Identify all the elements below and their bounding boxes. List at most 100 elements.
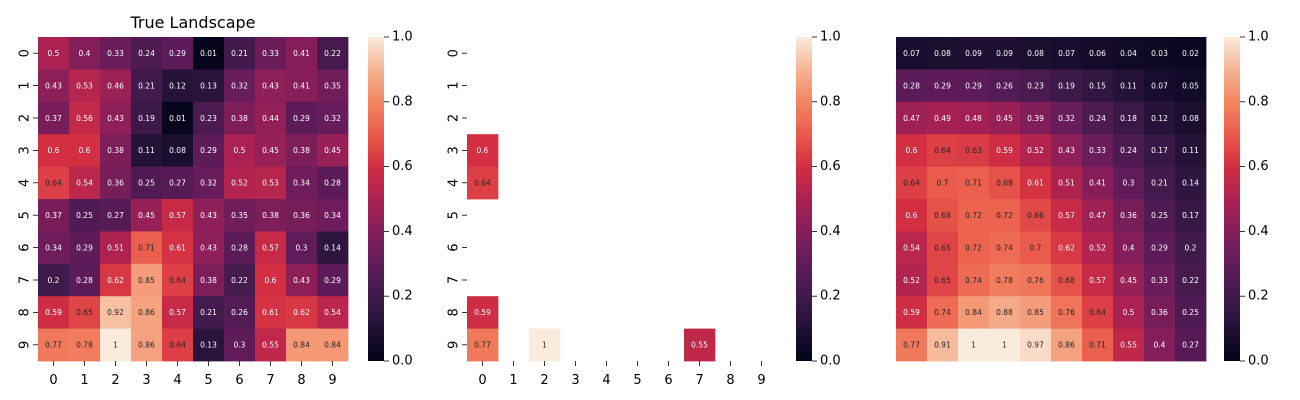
cell-value-label: 0.68	[996, 179, 1013, 188]
cell-value-label: 0.88	[996, 308, 1013, 317]
heatmap-cell	[989, 263, 1021, 297]
cell-value-label: 0.28	[903, 81, 920, 90]
cell-value-label: 0.13	[200, 81, 217, 90]
heatmap-cell	[1113, 296, 1145, 329]
x-tick-label: 5	[204, 373, 212, 388]
cell-value-label: 0.54	[76, 179, 93, 188]
heatmap-cell	[1175, 231, 1207, 265]
cell-value-label: 0.7	[937, 179, 949, 188]
heatmap-cell	[1020, 134, 1052, 167]
cell-value-label: 0.29	[76, 243, 93, 252]
heatmap-cell	[224, 134, 256, 167]
x-tick-label: 4	[602, 373, 610, 388]
heatmap-cell	[958, 296, 990, 329]
heatmap-cell	[529, 328, 561, 362]
heatmap-cell	[896, 263, 928, 297]
cell-value-label: 0.7	[1030, 243, 1042, 252]
heatmap-cell	[317, 296, 349, 329]
x-tick-label: 4	[173, 373, 181, 388]
colorbar-tick-label: 0.6	[1248, 159, 1269, 174]
cell-value-label: 0.68	[1058, 276, 1075, 285]
heatmap-cell	[255, 166, 287, 200]
heatmap-cell	[927, 296, 959, 329]
cell-value-label: 0.68	[934, 211, 951, 220]
heatmap-cell	[224, 101, 256, 135]
cell-value-label: 0.28	[76, 276, 93, 285]
heatmap-cell	[1051, 263, 1083, 297]
heatmap-cell	[286, 37, 318, 70]
heatmap-cell	[193, 166, 225, 200]
cell-value-label: 0.25	[1182, 308, 1199, 317]
heatmap-cell	[927, 263, 959, 297]
cell-value-label: 0.29	[1151, 243, 1168, 252]
heatmap-cell	[224, 296, 256, 329]
colorbar-tick-label: 0.0	[392, 354, 413, 369]
heatmap-cell	[989, 328, 1021, 362]
heatmap-cell	[1020, 296, 1052, 329]
heatmap-cell	[896, 166, 928, 200]
cell-value-label: 0.03	[1151, 49, 1168, 58]
heatmap-cell	[927, 37, 959, 70]
heatmap-cell	[286, 263, 318, 297]
cell-value-label: 0.19	[138, 114, 155, 123]
cell-value-label: 0.45	[324, 146, 341, 155]
heatmap-cell	[958, 101, 990, 135]
cell-value-label: 0.71	[138, 243, 155, 252]
heatmap-cell	[317, 263, 349, 297]
cell-value-label: 0.59	[996, 146, 1013, 155]
heatmap-cell	[317, 328, 349, 362]
heatmap-cell	[100, 328, 132, 362]
x-tick-label: 2	[540, 373, 548, 388]
heatmap-cell	[958, 263, 990, 297]
heatmap-cell	[1175, 263, 1207, 297]
heatmap-cell	[69, 69, 101, 103]
heatmap-cell	[162, 37, 194, 70]
cell-value-label: 0.74	[934, 308, 951, 317]
heatmap-cell	[1051, 37, 1083, 70]
heatmap-cell	[896, 37, 928, 70]
cell-value-label: 0.34	[45, 243, 62, 252]
cell-value-label: 0.77	[474, 341, 491, 350]
x-tick-label: 3	[142, 373, 150, 388]
cell-value-label: 0.41	[293, 49, 310, 58]
heatmap-cell	[927, 328, 959, 362]
cell-value-label: 0.62	[293, 308, 310, 317]
heatmap-cell	[100, 296, 132, 329]
cell-value-label: 0.12	[169, 81, 186, 90]
x-tick-label: 8	[726, 373, 734, 388]
heatmap-cell	[1020, 166, 1052, 200]
heatmap-cell	[958, 69, 990, 103]
cell-value-label: 0.43	[293, 276, 310, 285]
colorbar-tick-label: 0.4	[392, 224, 413, 239]
heatmap-panel-3: 0.07 0.08 0.09 0.09 0.08 0.07 0.06 0.04 0.03 0.02…	[896, 30, 1269, 369]
heatmap-cell	[224, 328, 256, 362]
cell-value-label: 0.29	[324, 276, 341, 285]
cell-value-label: 0.45	[138, 211, 155, 220]
cell-value-label: 0.74	[996, 243, 1013, 252]
heatmap-cell	[1175, 134, 1207, 167]
cell-value-label: 0.45	[1120, 276, 1137, 285]
colorbar-tick-label: 0.8	[820, 94, 841, 109]
cell-value-label: 0.86	[138, 341, 155, 350]
x-tick-label: 3	[571, 373, 579, 388]
heatmap-cell	[255, 328, 287, 362]
cell-value-label: 0.15	[1089, 81, 1106, 90]
cell-value-label: 0.52	[231, 179, 248, 188]
heatmap-cell	[317, 199, 349, 232]
cell-value-label: 0.71	[1089, 341, 1106, 350]
heatmap-cell	[1051, 199, 1083, 232]
cell-value-label: 0.44	[262, 114, 279, 123]
cell-value-label: 0.6	[79, 146, 91, 155]
cell-value-label: 0.38	[231, 114, 248, 123]
cell-value-label: 0.05	[1182, 81, 1199, 90]
heatmap-cell	[69, 296, 101, 329]
heatmap-cell	[193, 37, 225, 70]
heatmap-cell	[38, 69, 70, 103]
heatmap-cell	[224, 69, 256, 103]
colorbar-tick-label: 0.8	[392, 94, 413, 109]
cell-value-label: 0.74	[965, 276, 982, 285]
cell-value-label: 0.64	[934, 146, 951, 155]
heatmap-cell	[1113, 166, 1145, 200]
cell-value-label: 0.43	[45, 81, 62, 90]
